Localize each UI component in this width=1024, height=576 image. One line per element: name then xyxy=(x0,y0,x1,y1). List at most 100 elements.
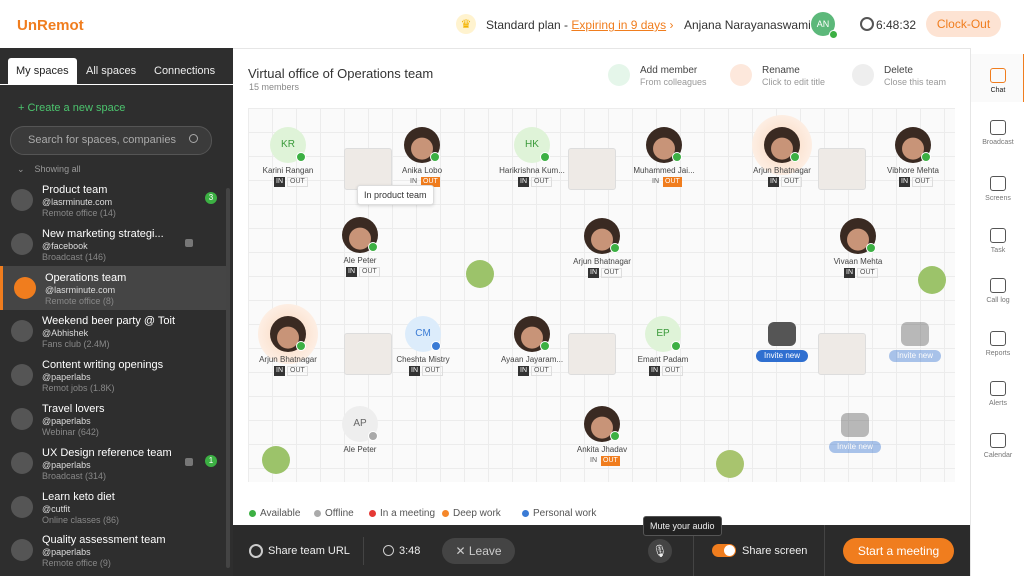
search-placeholder: Search for spaces, companies xyxy=(28,134,176,146)
space-sub: Remot jobs (1.8K) xyxy=(42,383,115,394)
space-icon xyxy=(11,232,33,255)
legend-label: Personal work xyxy=(533,508,597,519)
rail-icon[interactable] xyxy=(990,278,1006,293)
member-name: Arjun Bhatnagar xyxy=(259,355,317,364)
rail-icon[interactable] xyxy=(990,433,1006,448)
legend-dot xyxy=(249,510,256,517)
space-item[interactable]: Quality assessment team @paperlabs Remote … xyxy=(0,528,226,572)
member-name: Ale Peter xyxy=(343,256,377,265)
plan-link[interactable]: Expiring in 9 days xyxy=(571,18,667,32)
in-tag: IN xyxy=(652,178,659,185)
share-toggle[interactable] xyxy=(712,544,736,557)
legend-label: Offline xyxy=(325,508,354,519)
in-tag: IN xyxy=(590,457,597,464)
status-dot xyxy=(866,243,876,253)
rail-icon[interactable] xyxy=(990,331,1006,346)
tab[interactable]: Connections xyxy=(154,65,216,77)
action-icon[interactable] xyxy=(730,64,752,86)
share-url[interactable]: Share team URL xyxy=(268,545,350,557)
toggle-knob xyxy=(724,545,735,556)
space-item[interactable]: Product team @lasrminute.com Remote office… xyxy=(0,178,226,222)
status-dot xyxy=(430,152,440,162)
action-icon[interactable] xyxy=(852,64,874,86)
rail-icon[interactable] xyxy=(990,68,1006,83)
desk xyxy=(344,333,392,375)
out-tag: OUT xyxy=(359,267,380,277)
mic-button[interactable]: 🎙 xyxy=(648,539,672,563)
rail-label[interactable]: Chat xyxy=(990,87,1006,94)
lock-icon xyxy=(185,238,193,247)
space-item[interactable]: Weekend beer party @ Toit @Abhishek Fans c… xyxy=(0,309,226,353)
space-item[interactable]: Content writing openings @paperlabs Remot … xyxy=(0,353,226,397)
member-name: Karini Rangan xyxy=(262,166,314,175)
space-item[interactable]: Travel lovers @paperlabs Webinar (642) xyxy=(0,397,226,441)
space-handle: @paperlabs xyxy=(42,372,91,383)
clock-out-button[interactable]: Clock-Out xyxy=(926,11,1001,37)
space-sub: Remote office (14) xyxy=(42,208,116,218)
in-tag: IN xyxy=(768,177,779,187)
out-tag: OUT xyxy=(287,366,308,376)
divider xyxy=(363,537,364,565)
action-icon[interactable] xyxy=(608,64,630,86)
user-status xyxy=(829,30,838,39)
search-box[interactable]: Search for spaces, companies xyxy=(10,126,212,155)
space-sub: Online classes (86) xyxy=(42,514,120,525)
in-tag: IN xyxy=(409,366,420,376)
user-avatar[interactable]: AN xyxy=(811,12,835,36)
space-sub: Remote office (8) xyxy=(45,295,114,306)
invite-button[interactable]: Invite new xyxy=(889,350,941,362)
plant xyxy=(466,260,494,288)
clock: 6:48:32 xyxy=(876,18,917,32)
out-tag: OUT xyxy=(912,177,933,187)
space-item[interactable]: New marketing strategi... @facebook Broadc… xyxy=(0,222,226,266)
rail-label[interactable]: Broadcast xyxy=(982,139,1014,146)
space-item[interactable]: Learn keto diet @cutfit Online classes (86… xyxy=(0,485,226,529)
divider xyxy=(693,525,694,576)
invite-button[interactable]: Invite new xyxy=(829,441,881,453)
out-tag: OUT xyxy=(421,177,440,187)
start-meeting-button[interactable]: Start a meeting xyxy=(843,538,954,564)
rail-icon[interactable] xyxy=(990,381,1006,396)
out-tag: OUT xyxy=(531,366,552,376)
rail-label[interactable]: Alerts xyxy=(989,400,1007,407)
member-name: Vibhore Mehta xyxy=(887,166,939,175)
rail-label[interactable]: Call log xyxy=(986,297,1010,304)
create-space[interactable]: + Create a new space xyxy=(18,102,126,114)
rail-icon[interactable] xyxy=(990,120,1006,135)
invite-button[interactable]: Invite new xyxy=(756,350,808,362)
tab[interactable]: All spaces xyxy=(86,65,137,77)
rail-label[interactable]: Screens xyxy=(985,195,1011,202)
rail-label[interactable]: Calendar xyxy=(983,452,1013,459)
rail-icon[interactable] xyxy=(990,228,1006,243)
action-label[interactable]: Add member xyxy=(640,65,698,76)
member-name: Vivaan Mehta xyxy=(833,257,883,266)
filter[interactable]: ⌄ Showing all xyxy=(17,164,81,174)
rail-label[interactable]: Reports xyxy=(985,350,1011,357)
status-dot xyxy=(921,152,931,162)
tab[interactable]: My spaces xyxy=(8,58,77,84)
in-tag: IN xyxy=(518,366,529,376)
rail-label[interactable]: Task xyxy=(990,247,1006,254)
leave-button[interactable]: ✕ Leave xyxy=(442,538,515,564)
desk xyxy=(818,148,866,190)
rail-icon[interactable] xyxy=(990,176,1006,191)
in-tag: IN xyxy=(649,366,660,376)
toolbar: Share team URL 3:48 ✕ Leave 🎙 Share scre… xyxy=(233,525,970,576)
logo[interactable]: UnRemot xyxy=(17,17,84,34)
space-item[interactable]: Operations team @lasrminute.com Remote off… xyxy=(0,265,226,310)
status-dot xyxy=(296,152,306,162)
action-label[interactable]: Rename xyxy=(762,65,800,76)
space-name: Content writing openings xyxy=(42,359,164,372)
out-tag: OUT xyxy=(663,177,682,187)
desk xyxy=(568,333,616,375)
space-name: New marketing strategi... xyxy=(42,227,164,240)
space-list: Product team @lasrminute.com Remote office… xyxy=(0,178,233,576)
out-tag: OUT xyxy=(601,268,622,278)
member-name: Harikrishna Kum... xyxy=(499,166,565,175)
space-sub: Broadcast (146) xyxy=(42,251,107,262)
action-label[interactable]: Delete xyxy=(884,65,913,76)
share-icon xyxy=(249,544,263,558)
space-handle: @paperlabs xyxy=(42,547,91,558)
space-item[interactable]: UX Design reference team @paperlabs Broadc… xyxy=(0,441,226,485)
filter-label: Showing all xyxy=(34,164,81,174)
